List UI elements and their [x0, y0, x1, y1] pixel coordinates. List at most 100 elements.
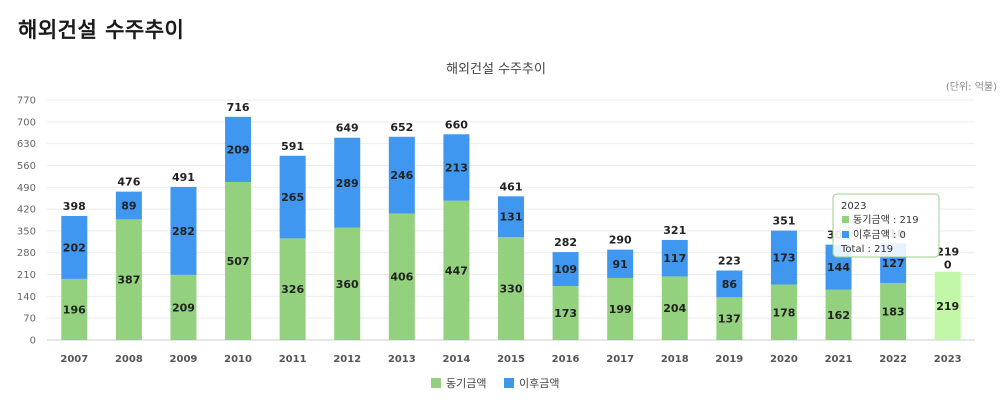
tooltip: 2023 동기금액 : 219 이후금액 : 0 Total : 219 [832, 193, 940, 258]
segment-value-label: 202 [63, 241, 86, 254]
legend[interactable]: 동기금액 이후금액 [431, 377, 559, 390]
bar-segment-동기금액 [115, 219, 142, 340]
x-tick-label: 2010 [224, 354, 252, 365]
x-tick-label: 2020 [770, 354, 798, 365]
bar-segment-이후금액 [225, 116, 252, 182]
bar-total-label: 461 [500, 180, 523, 193]
segment-value-label: 0 [944, 259, 952, 272]
tooltip-swatch [842, 231, 849, 238]
segment-value-label: 507 [227, 255, 250, 268]
tooltip-total: Total : 219 [840, 244, 893, 255]
segment-value-label: 137 [718, 313, 741, 326]
bars: 196 202 398 387 89 476 209 282 491 507 209 716 326 26… [61, 101, 961, 340]
bar-segment-동기금액 [225, 181, 252, 340]
y-tick-label: 770 [17, 96, 36, 107]
bar-segment-이후금액 [61, 215, 88, 279]
y-tick-label: 350 [17, 226, 36, 237]
bar-segment-동기금액 [825, 289, 852, 340]
bar-total-label: 282 [554, 236, 577, 249]
segment-value-label: 183 [882, 305, 905, 318]
segment-value-label: 178 [772, 306, 795, 319]
bar-segment-이후금액 [607, 249, 634, 278]
tooltip-box [832, 193, 940, 258]
segment-value-label: 127 [882, 257, 905, 270]
bar-segment-동기금액 [552, 286, 579, 340]
segment-value-label: 289 [336, 177, 359, 190]
x-tick-label: 2009 [170, 354, 198, 365]
segment-value-label: 89 [121, 200, 136, 213]
bar-total-label: 491 [172, 171, 195, 184]
segment-value-label: 173 [772, 252, 795, 265]
segment-value-label: 282 [172, 225, 195, 238]
segment-value-label: 131 [500, 211, 523, 224]
tooltip-swatch [842, 216, 849, 223]
chart-title: 해외건설 수주추이 [446, 62, 546, 77]
bar-total-label: 321 [663, 224, 686, 237]
bar-total-label: 476 [117, 176, 140, 189]
segment-value-label: 447 [445, 264, 468, 277]
segment-value-label: 387 [117, 274, 140, 287]
x-tick-label: 2015 [497, 354, 525, 365]
segment-value-label: 209 [172, 301, 195, 314]
bar-total-label: 591 [281, 140, 304, 153]
bar-total-label: 290 [609, 234, 632, 247]
tooltip-line: 이후금액 : 0 [853, 229, 906, 241]
bar-segment-동기금액 [880, 282, 907, 340]
segment-value-label: 144 [827, 261, 850, 274]
x-tick-label: 2019 [715, 354, 743, 365]
y-tick-label: 490 [17, 183, 36, 194]
y-axis: 0 70 140 210 280 350 420 490 560 630 700 770 [17, 96, 36, 347]
segment-value-label: 162 [827, 309, 850, 322]
segment-value-label: 360 [336, 278, 359, 291]
segment-value-label: 117 [663, 252, 686, 265]
legend-label: 이후금액 [519, 377, 559, 390]
bar-segment-동기금액 [388, 213, 415, 340]
bar-segment-동기금액 [443, 200, 470, 340]
bar-segment-이후금액 [388, 136, 415, 214]
x-tick-label: 2018 [661, 354, 689, 365]
x-tick-label: 2021 [825, 354, 853, 365]
segment-value-label: 109 [554, 263, 577, 276]
y-tick-label: 700 [17, 117, 36, 128]
bar-segment-이후금액 [770, 230, 797, 285]
bar-segment-동기금액 [498, 237, 524, 340]
bar-total-label: 219 [936, 246, 959, 259]
x-tick-label: 2014 [442, 354, 470, 365]
y-tick-label: 0 [30, 336, 36, 347]
segment-value-label: 86 [722, 278, 738, 291]
y-tick-label: 210 [17, 270, 36, 281]
segment-value-label: 204 [663, 302, 686, 315]
unit-label: (단위: 억불) [946, 80, 997, 93]
bar-total-label: 652 [390, 121, 413, 134]
segment-value-label: 326 [281, 283, 304, 296]
y-tick-label: 70 [23, 314, 36, 325]
x-axis: 2007 2008 2009 2010 2011 2012 2013 2014 2015 2016… [60, 354, 961, 365]
bar-segment-이후금액 [170, 186, 197, 275]
tooltip-line: 동기금액 : 219 [853, 214, 919, 226]
x-tick-label: 2017 [606, 354, 634, 365]
bar-segment-이후금액 [716, 270, 743, 298]
x-tick-label: 2013 [388, 354, 416, 365]
bar-segment-동기금액 [61, 278, 88, 340]
y-tick-label: 280 [17, 248, 36, 259]
segment-value-label: 199 [609, 303, 632, 316]
bar-total-label: 716 [227, 101, 250, 114]
bar-total-label: 649 [336, 122, 359, 135]
bar-segment-이후금액 [498, 196, 524, 238]
bar-segment-이후금액 [443, 134, 470, 201]
segment-value-label: 265 [281, 191, 304, 204]
segment-value-label: 213 [445, 161, 468, 174]
bar-total-label: 223 [718, 254, 741, 267]
bar-segment-동기금액 [661, 276, 688, 340]
bar-segment-동기금액 [170, 274, 197, 340]
x-tick-label: 2011 [279, 354, 307, 365]
bar-segment-이후금액 [115, 191, 142, 220]
segment-value-label: 246 [390, 169, 413, 182]
y-tick-label: 630 [17, 139, 36, 150]
legend-label: 동기금액 [446, 377, 486, 390]
segment-value-label: 406 [390, 271, 413, 284]
y-tick-label: 140 [17, 292, 36, 303]
legend-swatch [431, 378, 441, 388]
x-tick-label: 2016 [552, 354, 580, 365]
